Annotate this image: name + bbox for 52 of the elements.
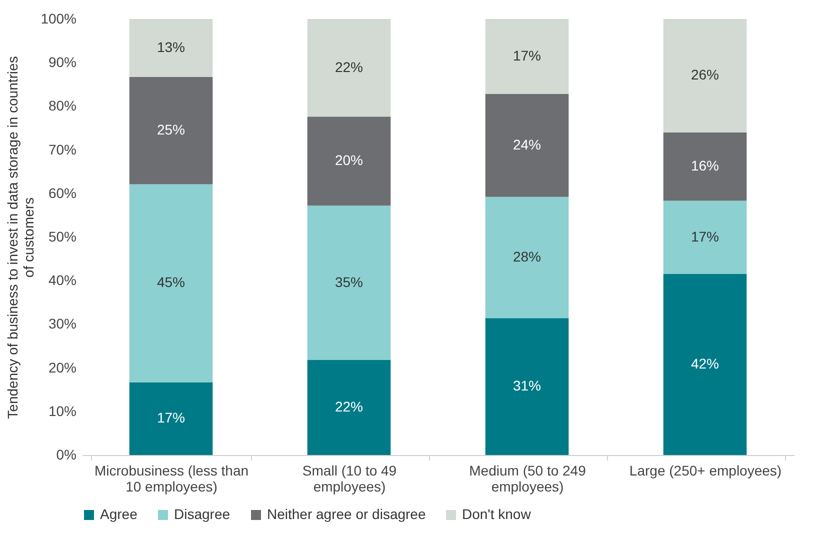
data-label: 17% xyxy=(512,47,542,64)
y-tick-label: 0% xyxy=(56,446,76,462)
data-label: 16% xyxy=(690,158,720,174)
data-label: 22% xyxy=(334,398,364,414)
data-label: 28% xyxy=(512,248,542,264)
y-tick-label: 100% xyxy=(40,10,76,26)
bar xyxy=(663,19,747,132)
y-axis-title: Tendency of business to invest in data storage in countries of customers xyxy=(4,56,37,419)
bar xyxy=(129,382,213,455)
bar xyxy=(307,116,391,206)
y-tick-label: 20% xyxy=(48,359,76,376)
data-label: 24% xyxy=(512,136,542,152)
bar xyxy=(307,360,391,455)
bar xyxy=(485,318,569,455)
data-label: 17% xyxy=(690,228,720,244)
legend-label: Disagree xyxy=(174,506,230,522)
legend-label: Agree xyxy=(100,506,138,522)
bar xyxy=(129,184,213,382)
bar xyxy=(663,200,747,274)
y-tick-label: 90% xyxy=(48,54,76,70)
y-tick-label: 60% xyxy=(48,184,76,201)
y-tick-label: 30% xyxy=(48,316,76,332)
x-tick-label: Microbusiness (less than 10 employees) xyxy=(94,462,249,494)
bar xyxy=(485,19,569,94)
x-tick-label: Medium (50 to 249 employees) xyxy=(469,462,586,494)
data-label: 45% xyxy=(156,274,186,290)
bar xyxy=(485,94,569,197)
x-tick-label: Large (250+ employees) xyxy=(629,462,782,478)
data-label: 31% xyxy=(512,378,542,394)
bar xyxy=(307,206,391,360)
legend-label: Don't know xyxy=(462,506,532,522)
y-tick-label: 70% xyxy=(48,141,76,158)
bar xyxy=(129,19,213,77)
bar xyxy=(129,76,213,184)
y-tick-label: 10% xyxy=(48,402,76,419)
y-tick-label: 80% xyxy=(48,98,76,114)
data-label: 35% xyxy=(334,274,364,290)
data-label: 22% xyxy=(334,58,364,75)
bar xyxy=(485,196,569,318)
bar xyxy=(663,132,747,201)
data-label: 42% xyxy=(690,356,720,372)
bar xyxy=(307,19,391,117)
data-label: 20% xyxy=(334,152,364,168)
x-tick-label: Small (10 to 49 employees) xyxy=(302,462,397,494)
data-label: 25% xyxy=(156,122,186,138)
legend-label: Neither agree or disagree xyxy=(267,506,426,522)
data-label: 13% xyxy=(156,38,186,55)
y-tick-label: 50% xyxy=(48,228,76,244)
data-label: 17% xyxy=(156,410,186,426)
data-label: 26% xyxy=(690,66,720,83)
bar xyxy=(663,274,747,455)
y-tick-label: 40% xyxy=(48,272,76,288)
